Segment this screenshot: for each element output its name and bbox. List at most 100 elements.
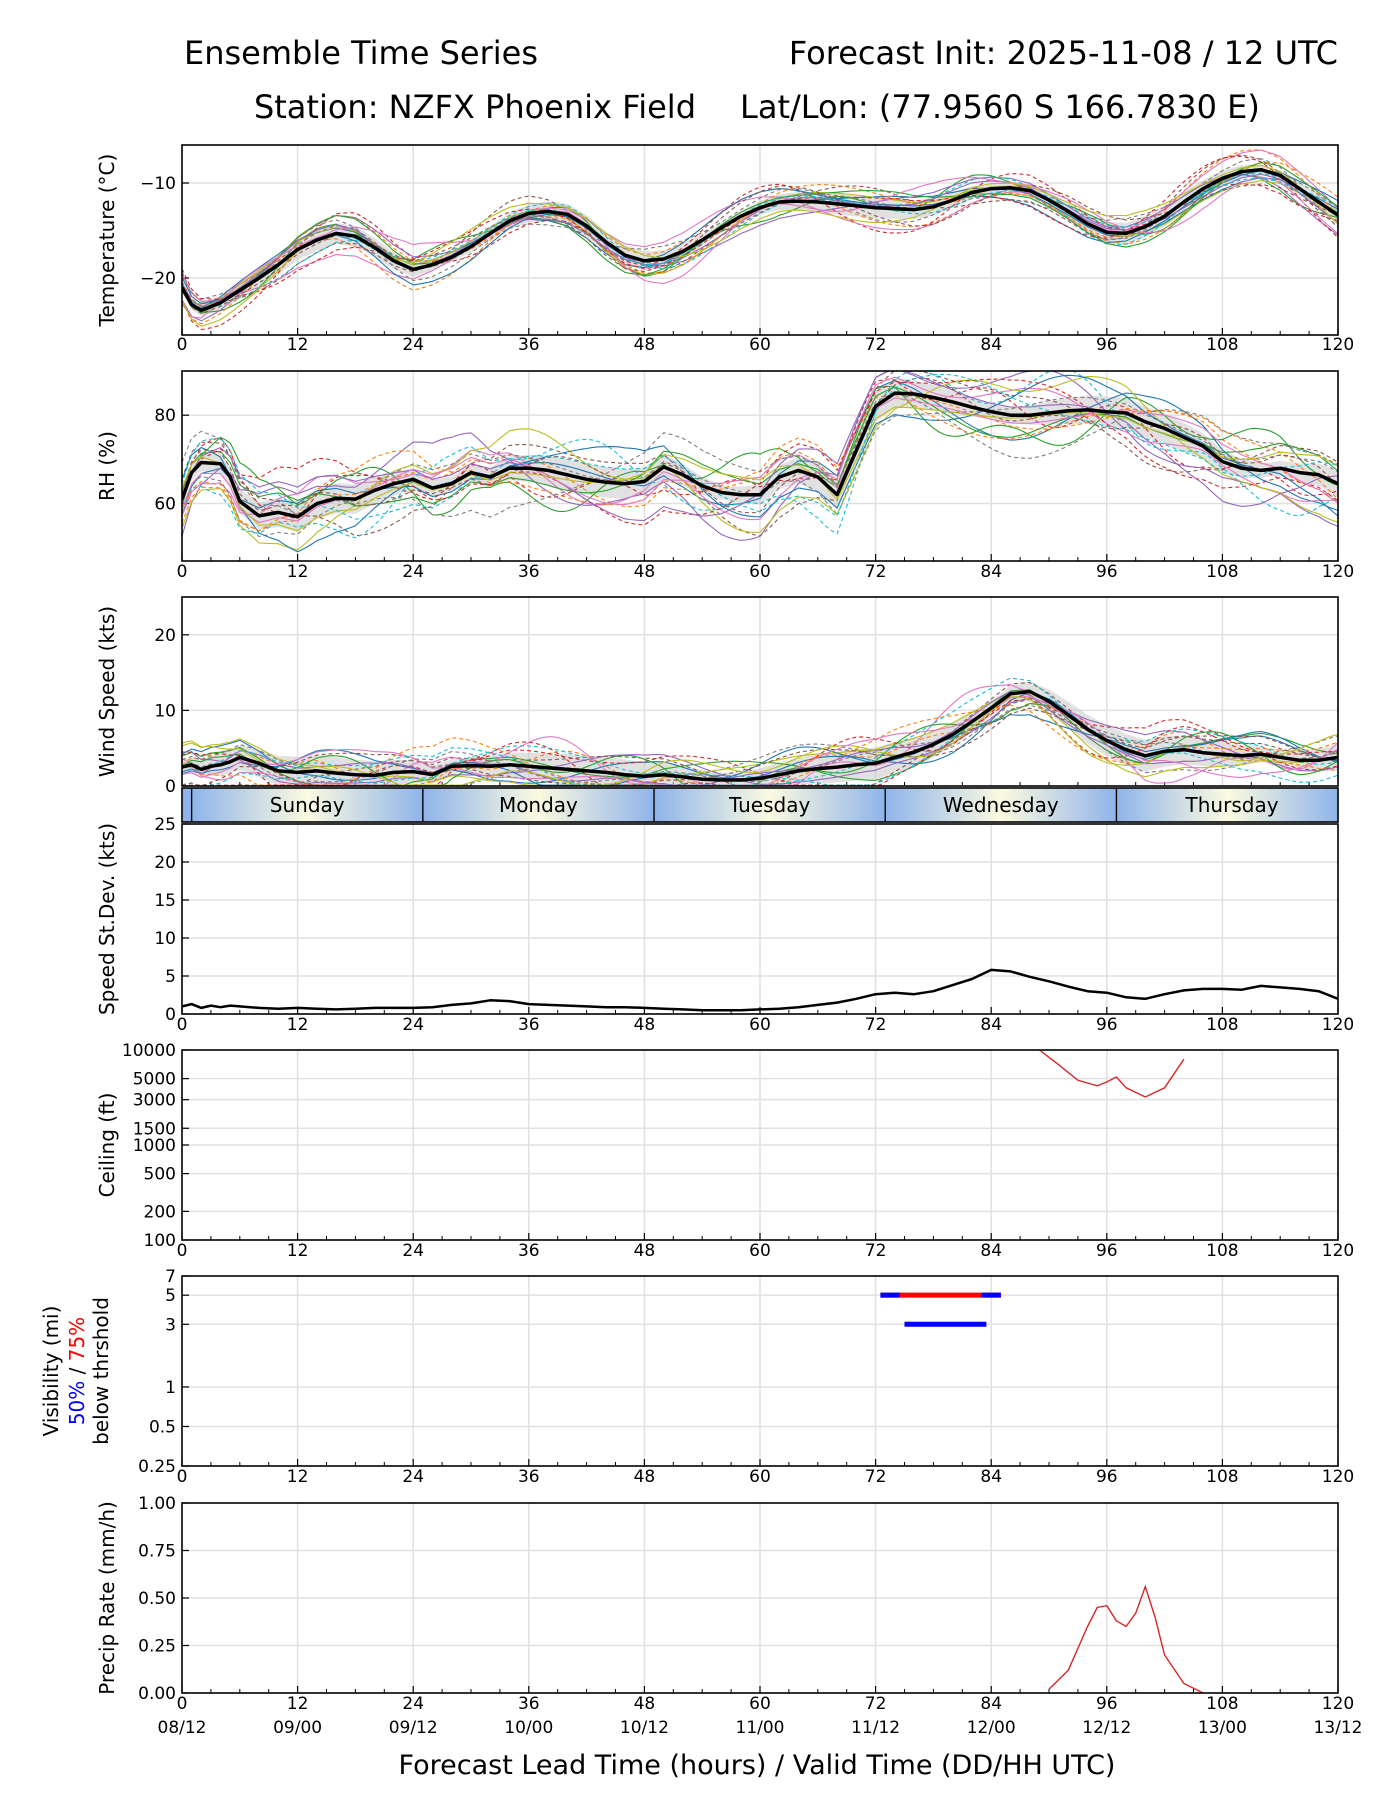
ceiling-ytick-label: 10000 (122, 1041, 176, 1061)
valid-time-label: 09/12 (389, 1718, 438, 1738)
ceiling-xtick-label: 120 (1322, 1241, 1354, 1261)
precip_rate-notable-member (1048, 1584, 1204, 1693)
wind_speed-member-line (182, 696, 1338, 786)
visibility-ytick-label: 5 (165, 1286, 176, 1306)
speed_stdev-xtick-label: 108 (1206, 1015, 1238, 1035)
panel-wind_speed: 0 10 20 Wind Speed (kts) (95, 596, 1339, 797)
temperature-xtick-label: 120 (1322, 335, 1354, 355)
day-band-frame (181, 787, 1339, 823)
temperature-xtick-label: 0 (177, 335, 188, 355)
rh-ytick-label: 60 (154, 495, 176, 515)
precip_rate-ylabel: Precip Rate (mm/h) (95, 1501, 119, 1695)
visibility-ylabel-suffix: below thrshold (89, 1297, 113, 1445)
visibility-ytick-label: 0.25 (138, 1457, 176, 1477)
precip_rate-data-layer (1048, 1584, 1204, 1693)
station-label: Station: NZFX Phoenix Field (254, 88, 696, 126)
wind_speed-mean-line (182, 689, 1338, 782)
precip_rate-xtick-label: 60 (749, 1694, 771, 1714)
wind_speed-ytick-label: 10 (154, 701, 176, 721)
temperature-member-line (182, 173, 1338, 331)
day-band-monday (422, 788, 655, 822)
wind_speed-member-line (182, 714, 1338, 786)
temperature-xtick-label: 108 (1206, 335, 1238, 355)
rh-member-line (182, 406, 1338, 532)
visibility-xtick-label: 72 (865, 1467, 887, 1487)
rh-xtick-label: 120 (1322, 562, 1354, 582)
ceiling-ytick-label: 1500 (133, 1119, 176, 1139)
visibility-xtick-label: 108 (1206, 1467, 1238, 1487)
temperature-xtick-label: 72 (865, 335, 887, 355)
rh-xtick-label: 36 (518, 562, 540, 582)
temperature-xtick-label: 84 (980, 335, 1002, 355)
speed_stdev-ytick-label: 0 (165, 1005, 176, 1025)
rh-ylabel: RH (%) (95, 431, 119, 501)
temperature-member-line (182, 183, 1338, 315)
temperature-xtick-label: 12 (287, 335, 309, 355)
speed_stdev-ytick-label: 5 (165, 967, 176, 987)
ceiling-ytick-label: 500 (144, 1165, 176, 1185)
day-label-monday: Monday (499, 793, 578, 817)
visibility-xtick-label: 36 (518, 1467, 540, 1487)
ceiling-xtick-label: 72 (865, 1241, 887, 1261)
rh-ytick-label: 80 (154, 406, 176, 426)
wind_speed-member-line (182, 698, 1338, 786)
day-label-thursday: Thursday (1185, 793, 1279, 817)
speed_stdev-xtick-label: 60 (749, 1015, 771, 1035)
temperature-xtick-label: 60 (749, 335, 771, 355)
visibility-ylabel-pct: 50% / 75% (65, 1317, 89, 1425)
rh-member-line (182, 376, 1338, 551)
vis-50pct-label: 50% (65, 1381, 89, 1425)
rh-xtick-label: 24 (402, 562, 424, 582)
day-band-start (182, 788, 192, 822)
wind_speed-ylabel: Wind Speed (kts) (95, 606, 119, 777)
precip_rate-ytick-label: 1.00 (138, 1494, 176, 1514)
visibility-data-layer (880, 1292, 1001, 1327)
precip_rate-ytick-label: 0.75 (138, 1542, 176, 1562)
ceiling-xtick-label: 84 (980, 1241, 1002, 1261)
rh-xtick-label: 60 (749, 562, 771, 582)
speed_stdev-xtick-label: 72 (865, 1015, 887, 1035)
panel-speed_stdev: 0 5 10 15 20 25 0 12 24 36 48 60 72 84 96 108 120 Speed S… (95, 815, 1354, 1035)
valid-time-label: 10/12 (620, 1718, 669, 1738)
valid-time-label: 12/00 (967, 1718, 1016, 1738)
day-label-sunday: Sunday (270, 793, 345, 817)
visibility-xtick-label: 60 (749, 1467, 771, 1487)
day-band-tuesday (654, 788, 886, 822)
temperature-ytick-label: −10 (140, 174, 176, 194)
ceiling-xtick-label: 96 (1096, 1241, 1118, 1261)
speed_stdev-mean-line (182, 968, 1338, 1012)
day-label-tuesday: Tuesday (728, 793, 811, 817)
valid-time-label: 09/00 (273, 1718, 322, 1738)
rh-member-line (182, 371, 1338, 537)
temperature-xtick-label: 36 (518, 335, 540, 355)
speed_stdev-xtick-label: 24 (402, 1015, 424, 1035)
rh-spread-band (182, 378, 1338, 533)
rh-xtick-label: 72 (865, 562, 887, 582)
rh-member-line (182, 376, 1338, 521)
temperature-ytick-label: −20 (140, 269, 176, 289)
title-right: Forecast Init: 2025-11-08 / 12 UTC (789, 34, 1338, 72)
ceiling-data-layer (1038, 1050, 1185, 1098)
wind_speed-member-line (182, 707, 1338, 786)
speed_stdev-xtick-label: 96 (1096, 1015, 1118, 1035)
wind_speed-member-line (182, 690, 1338, 786)
panel-rh: 60 80 0 12 24 36 48 60 72 84 96 108 120 RH (%) (95, 370, 1354, 582)
speed_stdev-ytick-label: 10 (154, 929, 176, 949)
rh-member-line (182, 385, 1338, 516)
speed_stdev-ylabel: Speed St.Dev. (kts) (95, 823, 119, 1015)
precip_rate-xtick-label: 36 (518, 1694, 540, 1714)
rh-member-line (182, 379, 1338, 519)
ceiling-ytick-label: 3000 (133, 1091, 176, 1111)
precip_rate-xtick-label: 24 (402, 1694, 424, 1714)
ceiling-xtick-label: 0 (177, 1241, 188, 1261)
wind_speed-ytick-label: 0 (165, 777, 176, 797)
precip_rate-xtick-label: 48 (634, 1694, 656, 1714)
valid-time-label: 12/12 (1082, 1718, 1131, 1738)
speed_stdev-xtick-label: 0 (177, 1015, 188, 1035)
vis-75pct-label: 75% (65, 1317, 89, 1361)
ceiling-xtick-label: 36 (518, 1241, 540, 1261)
speed_stdev-ytick-label: 20 (154, 853, 176, 873)
precip_rate-ytick-label: 0.50 (138, 1589, 176, 1609)
